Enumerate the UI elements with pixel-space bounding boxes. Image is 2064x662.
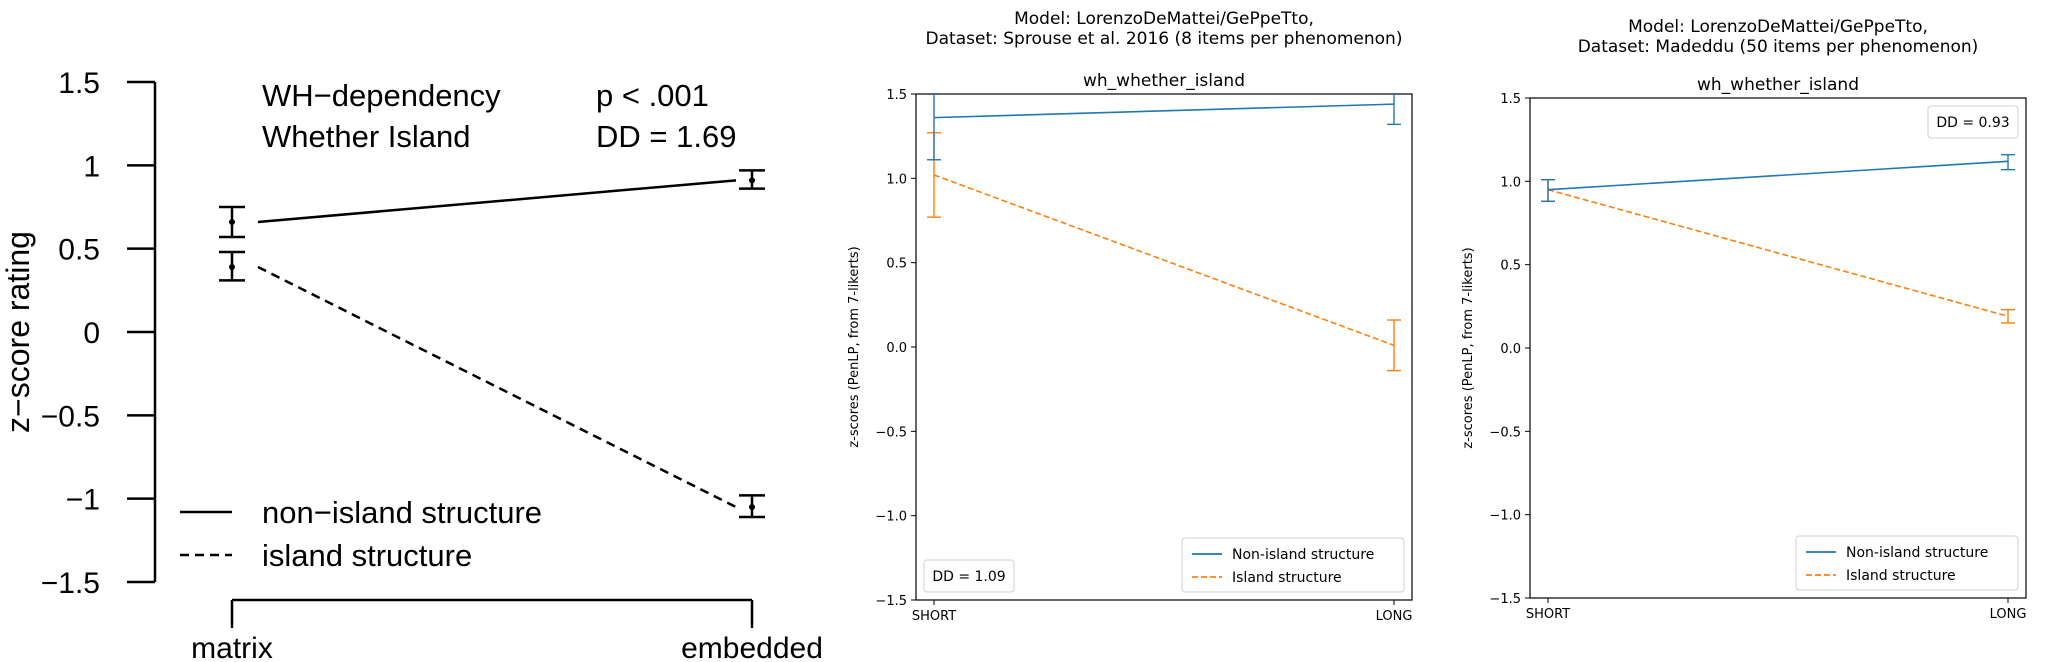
annotation-text: WH−dependency	[262, 78, 501, 113]
chart-title: Model: LorenzoDeMattei/GePpeTto,	[1014, 9, 1314, 29]
series-line-island	[1547, 188, 2009, 318]
annotation-text: DD = 1.69	[596, 119, 736, 154]
legend-box	[1795, 535, 2019, 591]
right-panel: Model: LorenzoDeMattei/GePpeTto,Dataset:…	[1461, 17, 2027, 622]
y-axis-label: z-scores (PenLP, from 7-likerts)	[1461, 247, 1476, 448]
data-point	[229, 219, 235, 225]
plot-frame	[1529, 97, 2027, 599]
x-tick-label: SHORT	[1526, 607, 1570, 622]
legend-label: Island structure	[1846, 568, 1956, 584]
middle-panel: Model: LorenzoDeMattei/GePpeTto,Dataset:…	[847, 9, 1413, 624]
y-tick-label: 0.0	[886, 341, 907, 356]
left-panel: 1.5 1 0.5 0 −0.5 −1 −1.5 z−score rating matrix em…	[0, 67, 823, 662]
y-tick-label: 0.5	[58, 234, 100, 267]
y-tick-label: 1.5	[58, 67, 100, 100]
legend-box	[1181, 537, 1405, 593]
data-point	[229, 264, 235, 270]
data-point	[749, 504, 755, 510]
chart-title: Model: LorenzoDeMattei/GePpeTto,	[1628, 17, 1928, 37]
y-tick-label: −1.5	[1489, 592, 1521, 607]
y-tick-label: 1.5	[1500, 92, 1521, 107]
legend-label: Non-island structure	[1846, 545, 1988, 561]
y-tick-label: 1	[83, 150, 100, 183]
series-line-non-island	[933, 103, 1395, 119]
annotation-text: Whether Island	[262, 119, 471, 154]
y-tick-label: −1.5	[41, 567, 100, 600]
legend: Non-island structure Island structure	[1181, 537, 1405, 593]
legend-label: Island structure	[1232, 570, 1342, 586]
series-line-island	[933, 174, 1395, 347]
y-tick-label: 0.0	[1500, 342, 1521, 357]
y-tick-label: −1	[66, 484, 100, 517]
y-axis-label: z-scores (PenLP, from 7-likerts)	[847, 246, 862, 447]
y-tick-label: 0.5	[1500, 259, 1521, 274]
dd-box: DD = 0.93	[1927, 105, 2019, 139]
y-tick-label: −1.0	[1489, 509, 1521, 524]
y-tick-label: −1.0	[875, 510, 907, 525]
legend-label: Non-island structure	[1232, 547, 1374, 563]
dd-label: DD = 0.93	[1936, 115, 2009, 131]
legend: non−island structure island structure	[180, 495, 542, 573]
x-tick-label: LONG	[1990, 607, 2027, 622]
data-point	[749, 177, 755, 184]
chart-title: Dataset: Madeddu (50 items per phenomeno…	[1578, 37, 1979, 57]
dd-box: DD = 1.09	[923, 559, 1015, 593]
x-tick-label: embedded	[681, 632, 823, 662]
series-line-non-island	[257, 179, 737, 224]
y-tick-label: −0.5	[41, 400, 100, 433]
dd-box-frame	[1927, 105, 2019, 139]
y-tick-label: −0.5	[1489, 425, 1521, 440]
y-tick-label: 1.0	[886, 172, 907, 187]
chart-title: Dataset: Sprouse et al. 2016 (8 items pe…	[926, 29, 1403, 49]
series-line-non-island	[1547, 160, 2009, 191]
legend-label: island structure	[262, 538, 472, 573]
legend: Non-island structure Island structure	[1795, 535, 2019, 591]
chart-subtitle: wh_whether_island	[1697, 75, 1859, 95]
series-line-island	[257, 265, 737, 509]
y-tick-label: 1.5	[886, 88, 907, 103]
x-tick-label: LONG	[1376, 609, 1413, 624]
y-tick-label: 1.0	[1500, 175, 1521, 190]
x-tick-label: matrix	[191, 632, 273, 662]
y-tick-label: 0	[83, 317, 100, 350]
dd-label: DD = 1.09	[932, 569, 1005, 585]
x-tick-label: SHORT	[912, 609, 956, 624]
dd-box-frame	[923, 559, 1015, 593]
y-axis-label: z−score rating	[0, 231, 36, 433]
y-tick-label: −1.5	[875, 594, 907, 609]
chart-subtitle: wh_whether_island	[1083, 71, 1245, 91]
y-tick-label: −0.5	[875, 425, 907, 440]
legend-label: non−island structure	[262, 495, 542, 530]
annotation-text: p < .001	[596, 78, 709, 113]
y-tick-label: 0.5	[886, 257, 907, 272]
plot-frame	[915, 93, 1413, 601]
